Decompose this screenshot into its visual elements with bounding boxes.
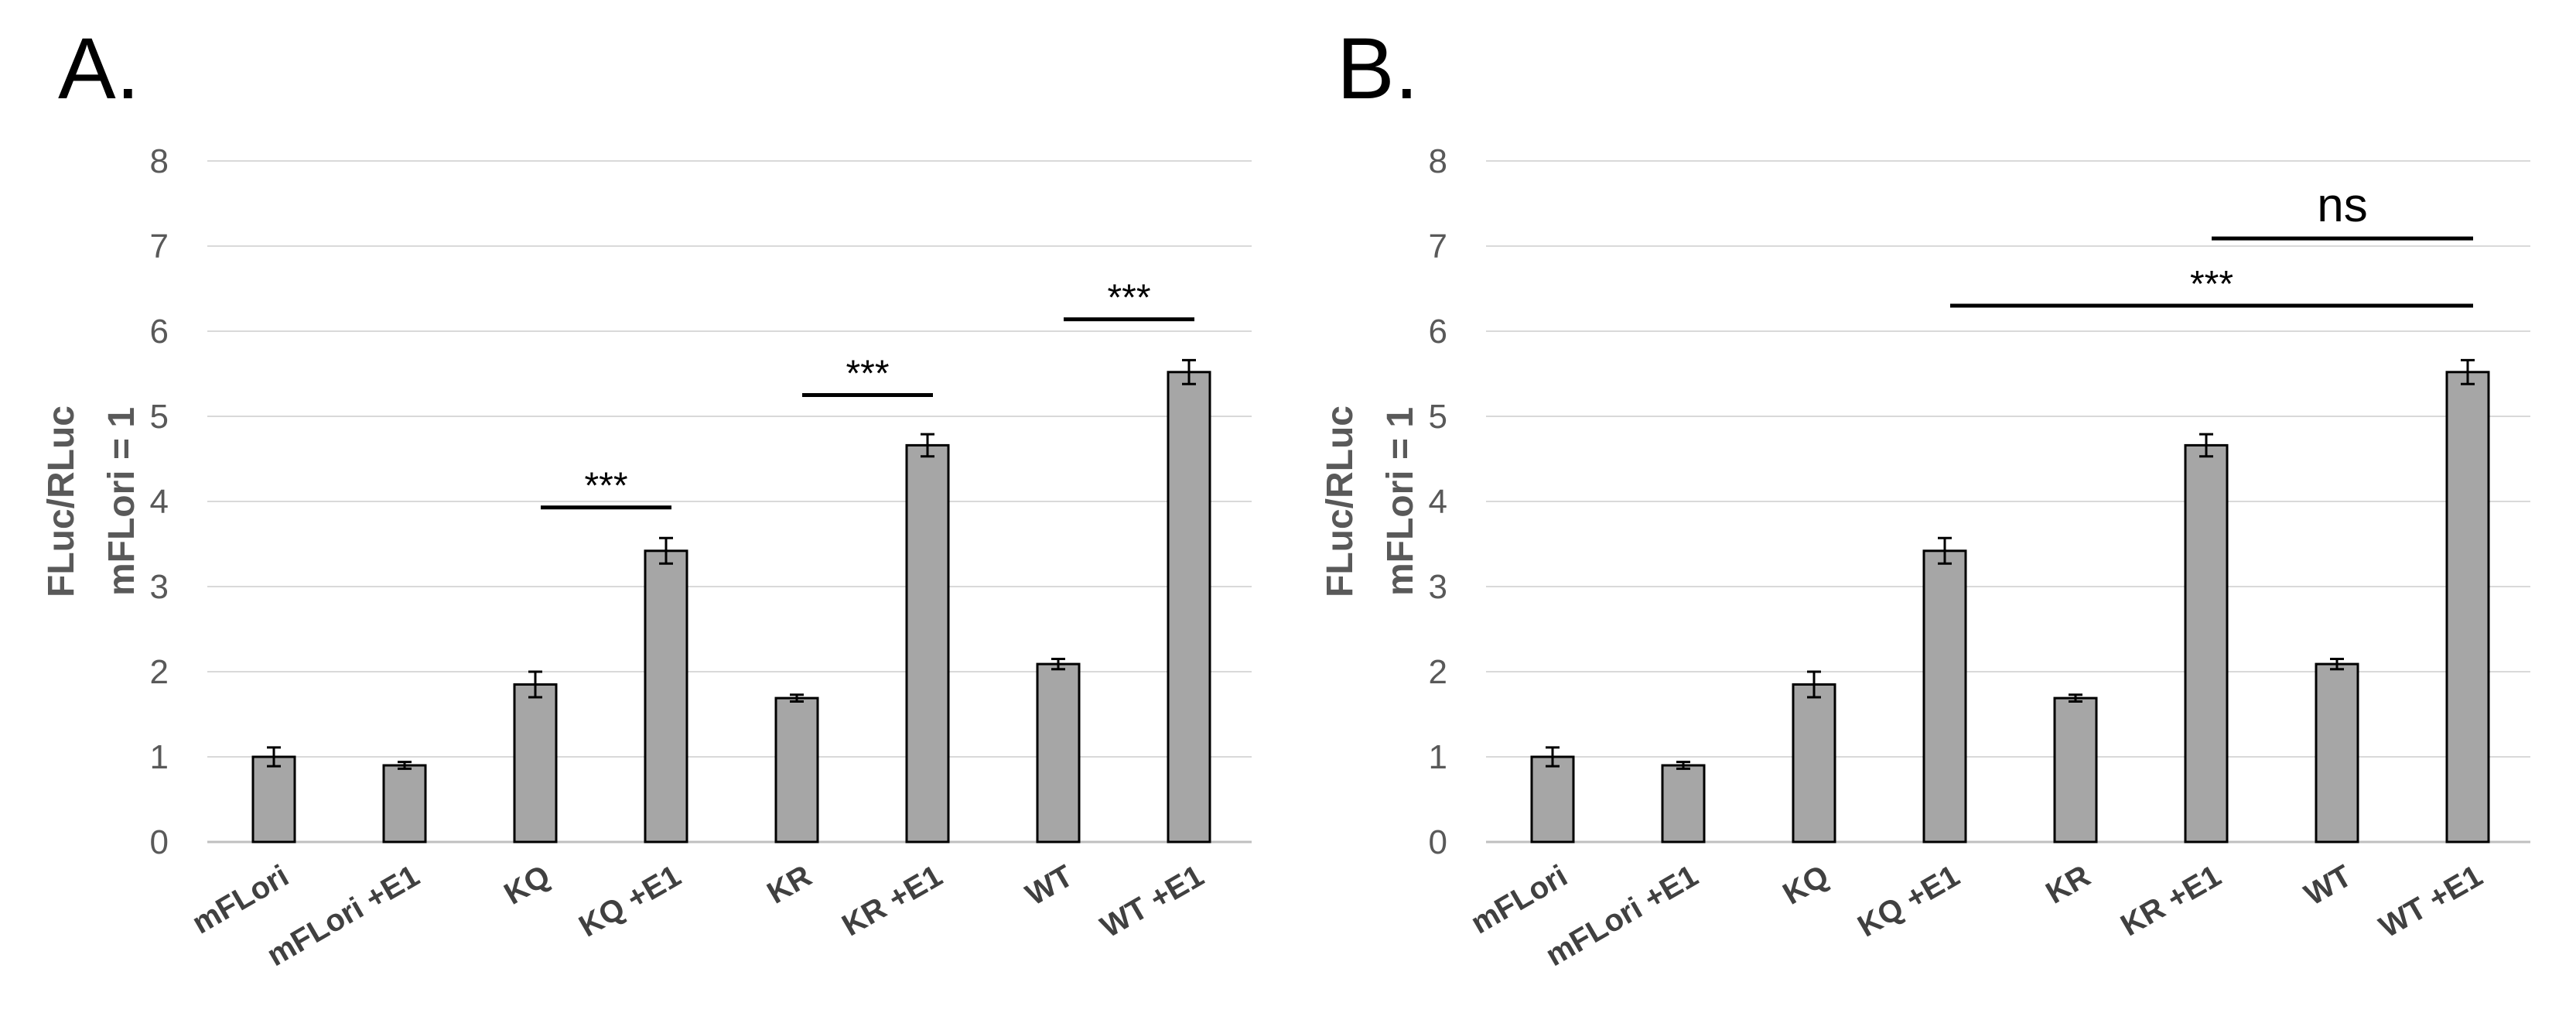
bar — [2445, 371, 2490, 844]
bar — [1036, 662, 1081, 844]
significance-label: *** — [846, 354, 889, 395]
y-tick-label: 5 — [150, 398, 169, 436]
y-tick-label: 8 — [1429, 142, 1447, 180]
x-tick-label: WT +E1 — [2373, 859, 2488, 945]
y-tick-label: 6 — [150, 313, 169, 351]
bar — [905, 443, 950, 844]
bar — [774, 696, 819, 844]
x-tick-label: KQ — [1778, 859, 1835, 912]
significance-label: *** — [2190, 264, 2233, 305]
bar — [2184, 443, 2229, 844]
y-tick-label: 2 — [1429, 653, 1447, 691]
significance-label: *** — [1107, 278, 1150, 319]
y-tick-label: 3 — [1429, 568, 1447, 606]
x-tick-label: mFLori — [186, 859, 294, 941]
y-tick-label: 3 — [150, 568, 169, 606]
y-tick-label: 4 — [150, 483, 169, 521]
bar — [382, 764, 427, 844]
bar — [1661, 764, 1706, 844]
x-tick-label: KQ +E1 — [1852, 859, 1965, 944]
bar — [1530, 755, 1575, 844]
bar — [251, 755, 296, 844]
bar — [644, 549, 688, 844]
y-tick-label: 1 — [150, 738, 169, 776]
x-tick-label: mFLori — [1465, 859, 1573, 941]
y-axis-title-line-2: mFLori = 1 — [101, 407, 142, 596]
bar — [2053, 696, 2098, 844]
x-tick-label: KQ +E1 — [573, 859, 686, 944]
x-tick-label: WT +E1 — [1095, 859, 1209, 945]
y-tick-label: 6 — [1429, 313, 1447, 351]
bar — [1792, 683, 1836, 844]
y-tick-label: 0 — [150, 823, 169, 861]
y-tick-label: 7 — [1429, 228, 1447, 265]
y-axis-title-line-1: FLuc/RLuc — [1320, 405, 1361, 597]
x-tick-label: WT — [2299, 859, 2358, 912]
x-tick-label: KR +E1 — [2115, 859, 2226, 943]
x-tick-label: KQ — [499, 859, 556, 912]
panel-letter: A. — [58, 20, 140, 117]
bar — [1167, 371, 1211, 844]
significance-label: *** — [584, 466, 627, 507]
significance-label: ns — [2317, 179, 2367, 232]
bar — [1922, 549, 1967, 844]
y-tick-label: 0 — [1429, 823, 1447, 861]
y-tick-label: 8 — [150, 142, 169, 180]
y-tick-label: 4 — [1429, 483, 1447, 521]
x-tick-label: KR — [2040, 859, 2096, 911]
bar — [513, 683, 558, 844]
bar — [2315, 662, 2359, 844]
panel-letter: B. — [1337, 20, 1419, 117]
y-tick-label: 1 — [1429, 738, 1447, 776]
y-tick-label: 7 — [150, 228, 169, 265]
y-axis-title-line-1: FLuc/RLuc — [41, 405, 82, 597]
y-axis-title-line-2: mFLori = 1 — [1380, 407, 1421, 596]
y-tick-label: 5 — [1429, 398, 1447, 436]
x-tick-label: KR +E1 — [836, 859, 948, 943]
x-tick-label: KR — [761, 859, 817, 911]
y-tick-label: 2 — [150, 653, 169, 691]
x-tick-label: WT — [1020, 859, 1079, 912]
